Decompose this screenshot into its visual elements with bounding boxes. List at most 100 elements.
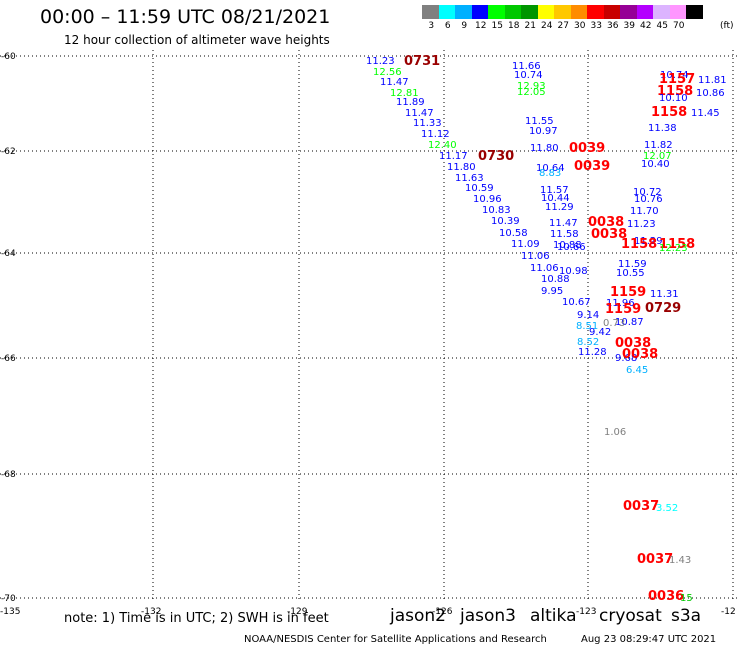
wave-height-reading: 12.07 xyxy=(643,151,672,162)
legend-swatch xyxy=(554,5,571,19)
pass-time-label: 0730 xyxy=(478,149,514,164)
wave-height-reading: 11.82 xyxy=(644,140,673,151)
legend-swatch xyxy=(603,5,620,19)
latitude-label: -60 xyxy=(1,52,16,62)
latitude-label: -70 xyxy=(1,594,16,604)
wave-height-reading: 12.81 xyxy=(390,88,419,99)
wave-height-reading: 11.66 xyxy=(512,61,541,72)
wave-height-reading: 0.73 xyxy=(603,318,625,329)
longitude-label: -129 xyxy=(287,607,308,617)
pass-time-label: 1158 xyxy=(659,237,695,252)
legend-swatches xyxy=(422,5,703,19)
wave-height-reading: 11.96 xyxy=(606,298,635,309)
legend-label: 18 xyxy=(508,21,520,31)
wave-height-reading: 11.23 xyxy=(627,219,656,230)
legend-label: 12 xyxy=(475,21,487,31)
legend-swatch xyxy=(537,5,554,19)
wave-height-reading: 11.47 xyxy=(549,218,578,229)
legend-label: 15 xyxy=(491,21,503,31)
pass-time-label: 0039 xyxy=(574,159,610,174)
wave-height-reading: 11.70 xyxy=(630,206,659,217)
wave-height-reading: 11.06 xyxy=(521,251,550,262)
wave-height-reading: 11.80 xyxy=(447,162,476,173)
wave-height-reading: 9.68 xyxy=(615,353,637,364)
color-legend: (ft) 3 6 9 12 15 18 21 24 27 30 33 36 39 42 45 70 xyxy=(422,5,734,33)
wave-height-reading: 11.29 xyxy=(545,202,574,213)
pass-time-label: 0039 xyxy=(569,141,605,156)
credit-text: NOAA/NESDIS Center for Satellite Applica… xyxy=(244,634,547,645)
wave-height-reading: 10.64 xyxy=(536,163,565,174)
legend-swatch xyxy=(471,5,488,19)
wave-height-reading: 12.93 xyxy=(517,81,546,92)
legend-swatch xyxy=(438,5,455,19)
wave-height-reading: 9.14 xyxy=(577,310,599,321)
wave-height-reading: 6.45 xyxy=(626,365,648,376)
legend-swatch xyxy=(686,5,703,19)
wave-height-reading: 9.42 xyxy=(589,327,611,338)
longitude-label: -12 xyxy=(721,607,736,617)
wave-height-reading: 10.10 xyxy=(659,93,688,104)
legend-labels: (ft) 3 6 9 12 15 18 21 24 27 30 33 36 39 42 45 70 xyxy=(422,19,733,33)
legend-swatch xyxy=(521,5,538,19)
wave-height-reading: 11.17 xyxy=(439,151,468,162)
pass-time-label: 1158 xyxy=(651,105,687,120)
wave-height-reading: 11.63 xyxy=(455,173,484,184)
pass-time-label: 0038 xyxy=(622,347,658,362)
legend-label: 3 xyxy=(428,21,435,31)
wave-height-reading: 11.81 xyxy=(698,75,727,86)
wave-height-reading: 10.72 xyxy=(633,187,662,198)
map-title: 00:00 – 11:59 UTC 08/21/2021 xyxy=(40,6,331,28)
legend-unit: (ft) xyxy=(720,21,734,31)
legend-swatch xyxy=(488,5,505,19)
wave-height-reading: 11.29 xyxy=(634,236,663,247)
wave-height-reading: 1.43 xyxy=(669,555,691,566)
wave-height-reading: 10.83 xyxy=(482,205,511,216)
legend-label: 33 xyxy=(590,21,602,31)
generated-timestamp: Aug 23 08:29:47 UTC 2021 xyxy=(581,634,717,645)
wave-height-reading: 11.06 xyxy=(530,263,559,274)
legend-label: 27 xyxy=(557,21,569,31)
wave-height-reading: 10.88 xyxy=(541,274,570,285)
wave-height-reading: 10.67 xyxy=(562,297,591,308)
pass-time-label: 1159 xyxy=(610,285,646,300)
wave-height-reading: 10.98 xyxy=(559,266,588,277)
legend-label: 9 xyxy=(461,21,468,31)
satellite-cryosat: cryosat xyxy=(599,606,662,626)
wave-height-reading: 10.58 xyxy=(499,228,528,239)
wave-height-reading: 11.09 xyxy=(511,239,540,250)
pass-time-label: 0037 xyxy=(623,499,659,514)
longitude-label: -132 xyxy=(141,607,161,617)
wave-height-reading: 10.88 xyxy=(553,240,582,251)
latitude-label: -68 xyxy=(1,470,16,480)
wave-height-reading: 12.05 xyxy=(517,87,546,98)
satellite-jason3: jason3 xyxy=(460,606,516,626)
latitude-label: -62 xyxy=(1,147,16,157)
wave-height-reading: 10.40 xyxy=(641,159,670,170)
legend-swatch xyxy=(504,5,521,19)
pass-time-label: 0038 xyxy=(615,336,651,351)
longitude-label: -126 xyxy=(432,607,453,617)
wave-height-reading: 1.06 xyxy=(604,427,626,438)
legend-label: 39 xyxy=(623,21,635,31)
legend-label: 70 xyxy=(673,21,685,31)
wave-height-reading: 10.96 xyxy=(473,194,502,205)
pass-time-label: 0038 xyxy=(588,215,624,230)
satellite-jason2: jason2 xyxy=(390,606,446,626)
wave-height-reading: 10.44 xyxy=(541,193,570,204)
wave-height-reading: 11.38 xyxy=(648,123,677,134)
wave-height-reading: 10.55 xyxy=(616,268,645,279)
wave-height-reading: 11.45 xyxy=(691,108,720,119)
legend-swatch xyxy=(636,5,653,19)
wave-height-reading: 10.87 xyxy=(615,317,644,328)
longitude-label: -135 xyxy=(0,607,20,617)
wave-height-reading: 11.12 xyxy=(421,129,450,140)
pass-time-label: 0729 xyxy=(645,301,681,316)
latitude-label: -66 xyxy=(1,354,16,364)
wave-height-reading: 3.52 xyxy=(656,503,678,514)
wave-height-reading: 11.58 xyxy=(550,229,579,240)
legend-swatch xyxy=(653,5,670,19)
legend-label: 45 xyxy=(656,21,668,31)
wave-height-reading: 11.59 xyxy=(618,259,647,270)
wave-height-reading: 10.66 xyxy=(557,242,586,253)
